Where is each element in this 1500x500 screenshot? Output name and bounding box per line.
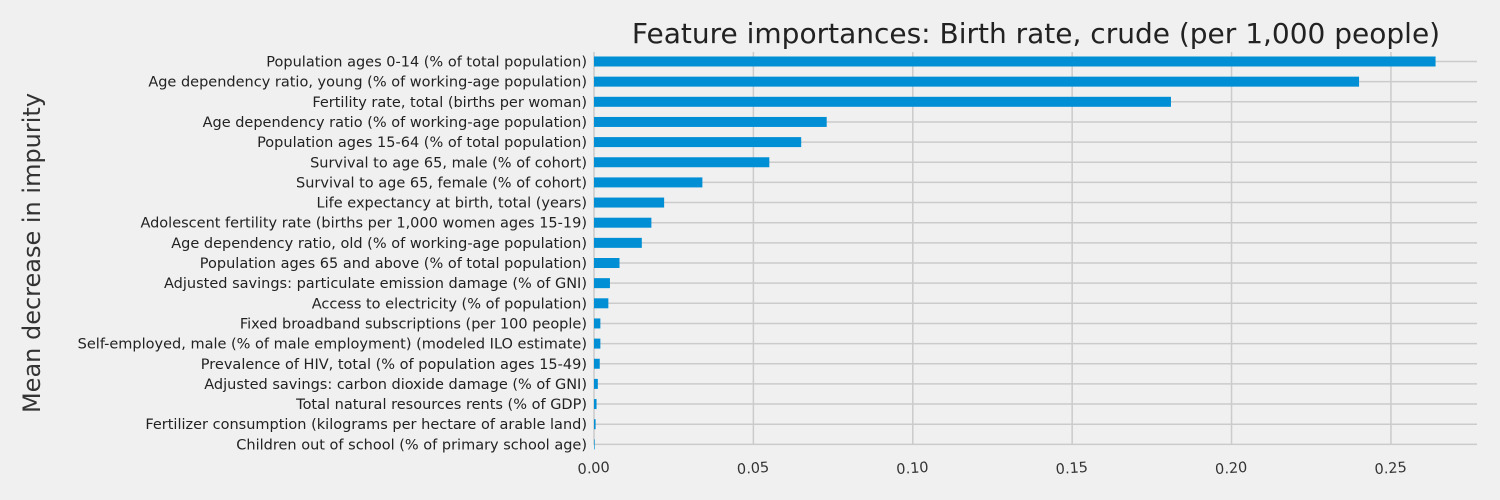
bar: [594, 96, 1171, 107]
bar: [594, 358, 600, 369]
bar: [594, 177, 703, 188]
bar: [594, 197, 665, 208]
bar: [594, 298, 609, 309]
bar: [594, 217, 652, 228]
x-tick-label: 0.10: [896, 460, 929, 478]
y-axis-label: Mean decrease in impurity: [18, 93, 46, 413]
category-label: Population ages 65 and above (% of total…: [200, 256, 587, 272]
category-label: Fertilizer consumption (kilograms per he…: [145, 417, 587, 433]
bar: [594, 258, 620, 268]
chart-title: Feature importances: Birth rate, crude (…: [632, 17, 1440, 50]
category-label: Total natural resources rents (% of GDP): [295, 397, 587, 413]
x-tick-label: 0.25: [1374, 460, 1407, 478]
category-label: Fertility rate, total (births per woman): [312, 95, 587, 111]
bar: [594, 76, 1360, 87]
bar: [594, 237, 642, 248]
category-label: Age dependency ratio, old (% of working-…: [171, 236, 587, 252]
bar: [594, 318, 601, 329]
bar: [594, 56, 1436, 67]
bar: [594, 157, 770, 168]
bar-layer: [594, 56, 1436, 450]
x-tick-label: 0.15: [1055, 460, 1088, 478]
x-tick-label: 0.20: [1215, 460, 1248, 478]
bar: [594, 399, 597, 410]
x-tick-label: 0.05: [736, 460, 769, 478]
bar: [594, 439, 595, 450]
bar: [594, 378, 598, 389]
bar: [594, 137, 802, 148]
category-label: Children out of school (% of primary sch…: [236, 437, 587, 453]
category-label: Life expectancy at birth, total (years): [317, 196, 587, 212]
bar: [594, 338, 601, 349]
category-label: Survival to age 65, male (% of cohort): [310, 155, 587, 171]
category-label: Population ages 15-64 (% of total popula…: [257, 135, 587, 151]
category-label: Access to electricity (% of population): [312, 296, 587, 312]
bar: [594, 278, 610, 289]
category-label: Fixed broadband subscriptions (per 100 p…: [240, 316, 587, 332]
category-label: Adolescent fertility rate (births per 1,…: [140, 216, 587, 232]
x-tick-label: 0.00: [577, 460, 610, 478]
label-layer: 0.00 0.05 0.10 0.15 0.20 0.25 Population ages …: [78, 55, 1408, 479]
category-label: Population ages 0-14 (% of total populat…: [266, 55, 587, 71]
category-label: Survival to age 65, female (% of cohort): [296, 175, 587, 191]
category-label: Prevalence of HIV, total (% of populatio…: [201, 357, 587, 373]
category-label: Age dependency ratio, young (% of workin…: [148, 75, 587, 91]
category-label: Self-employed, male (% of male employmen…: [78, 337, 587, 353]
category-label: Adjusted savings: carbon dioxide damage …: [204, 377, 587, 393]
category-label: Adjusted savings: particulate emission d…: [164, 276, 587, 292]
grid-layer: [593, 52, 1477, 446]
bar: [594, 419, 596, 430]
category-label: Age dependency ratio (% of working-age p…: [203, 115, 587, 131]
bar: [594, 116, 827, 127]
